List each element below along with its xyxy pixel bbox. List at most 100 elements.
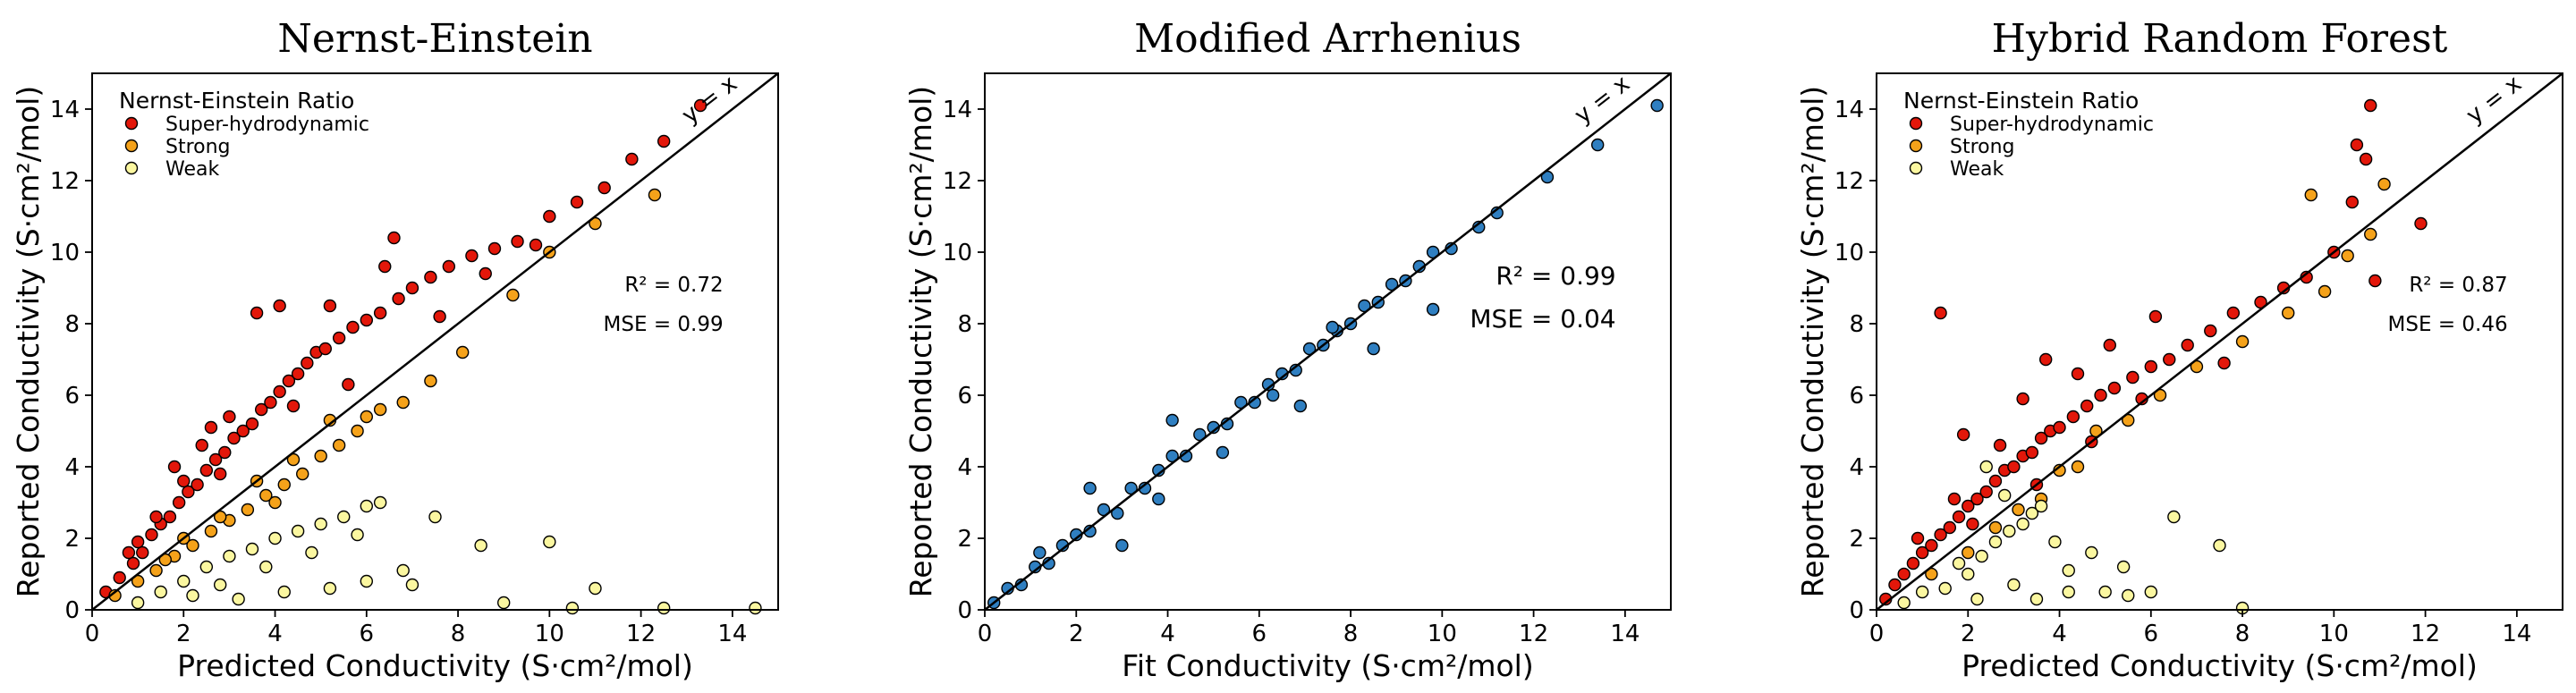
legend-title: Nernst-Einstein Ratio [119, 88, 354, 114]
data-point [424, 270, 437, 284]
data-point [474, 538, 487, 553]
data-point [223, 410, 236, 424]
data-point [2364, 227, 2377, 241]
data-point [511, 234, 524, 249]
series-2 [1925, 177, 2391, 581]
x-tick-label: 4 [2052, 621, 2067, 647]
data-point [1956, 427, 1970, 442]
chart-title: Nernst-Einstein [277, 16, 592, 62]
data-point [2053, 420, 2066, 435]
data-point [529, 238, 543, 252]
data-point [2414, 216, 2428, 231]
legend-entry: Strong [165, 136, 231, 158]
legend: Nernst-Einstein RatioSuper-hydrodynamicS… [1903, 88, 2154, 181]
data-point [277, 585, 291, 599]
data-point [332, 331, 346, 345]
data-point [2341, 249, 2354, 263]
data-point [543, 535, 556, 549]
y-tick-label: 8 [64, 311, 80, 338]
legend-entry: Super-hydrodynamic [165, 114, 369, 136]
data-point [465, 249, 479, 263]
data-point [268, 531, 282, 545]
panel-1: Nernst-Einstein 0 2 4 6 8 10 12 14 0 2 4 6 8 10 12 14 Pre… [11, 16, 779, 683]
series-3 [131, 495, 762, 615]
data-point [2071, 367, 2085, 381]
data-point [195, 438, 208, 452]
data-point [259, 560, 273, 574]
data-point [204, 420, 218, 435]
data-point [131, 535, 145, 549]
x-tick-label: 2 [176, 621, 191, 647]
x-tick-label: 0 [978, 621, 993, 647]
data-point [2107, 381, 2122, 395]
x-tick-label: 8 [2235, 621, 2250, 647]
data-point [657, 134, 671, 148]
data-point [2098, 585, 2112, 599]
data-point [657, 601, 671, 615]
data-point [1970, 592, 1984, 606]
x-tick-label: 10 [535, 621, 564, 647]
data-point [2226, 306, 2241, 320]
data-point [2103, 338, 2116, 352]
data-point [1988, 474, 2003, 488]
data-point [1925, 538, 1938, 553]
data-point [2126, 370, 2140, 385]
data-point [351, 424, 364, 438]
data-point [2062, 585, 2075, 599]
y-tick-label: 6 [1849, 383, 1864, 410]
data-point [2359, 152, 2373, 166]
y-tick-label: 12 [50, 168, 80, 195]
data-point [337, 510, 351, 524]
legend-marker [124, 139, 139, 153]
x-tick-label: 12 [1519, 621, 1548, 647]
data-point [1970, 492, 1984, 506]
data-point [291, 367, 305, 381]
x-tick-label: 14 [717, 621, 747, 647]
y-tick-label: 10 [50, 240, 80, 266]
data-point [405, 578, 419, 592]
data-point [199, 560, 214, 574]
data-point [648, 188, 662, 202]
x-tick-label: 12 [626, 621, 656, 647]
x-tick-label: 10 [1428, 621, 1457, 647]
data-point [1979, 485, 1993, 499]
data-point [1962, 545, 1975, 560]
data-point [301, 356, 314, 370]
data-point [1938, 581, 1952, 596]
x-tick-label: 10 [2319, 621, 2349, 647]
data-point [167, 460, 182, 474]
data-point [177, 574, 191, 588]
mse-annotation: MSE = 0.99 [604, 313, 724, 336]
data-point [360, 499, 373, 513]
data-point [2148, 309, 2163, 324]
y-tick-label: 0 [957, 597, 972, 624]
data-point [2217, 356, 2231, 370]
data-point [1897, 596, 1911, 610]
data-point [2116, 560, 2131, 574]
data-point [1906, 556, 1920, 570]
data-point [199, 463, 214, 477]
data-point [2144, 585, 2158, 599]
data-point [1152, 492, 1165, 506]
y-axis-label: Reported Conductivity (S·cm²/mol) [1795, 86, 1830, 597]
data-point [1934, 528, 1947, 542]
y-axis-label: Reported Conductivity (S·cm²/mol) [11, 86, 46, 597]
y-tick-label: 14 [943, 97, 972, 123]
legend-marker [1909, 116, 1923, 131]
series-3 [1897, 460, 2250, 615]
x-tick-label: 2 [1069, 621, 1084, 647]
data-point [570, 195, 584, 209]
data-point [296, 467, 309, 481]
legend-marker [1909, 139, 1923, 153]
data-point [213, 578, 227, 592]
data-point [2080, 399, 2094, 413]
data-point [245, 542, 259, 556]
plot-frame [91, 72, 779, 611]
y-tick-label: 10 [943, 240, 972, 266]
data-point [1590, 138, 1605, 152]
y-tick-label: 4 [957, 454, 972, 481]
identity-line [1876, 72, 2563, 611]
data-point [749, 601, 762, 615]
data-points [1879, 98, 2428, 615]
data-point [1966, 517, 1979, 531]
